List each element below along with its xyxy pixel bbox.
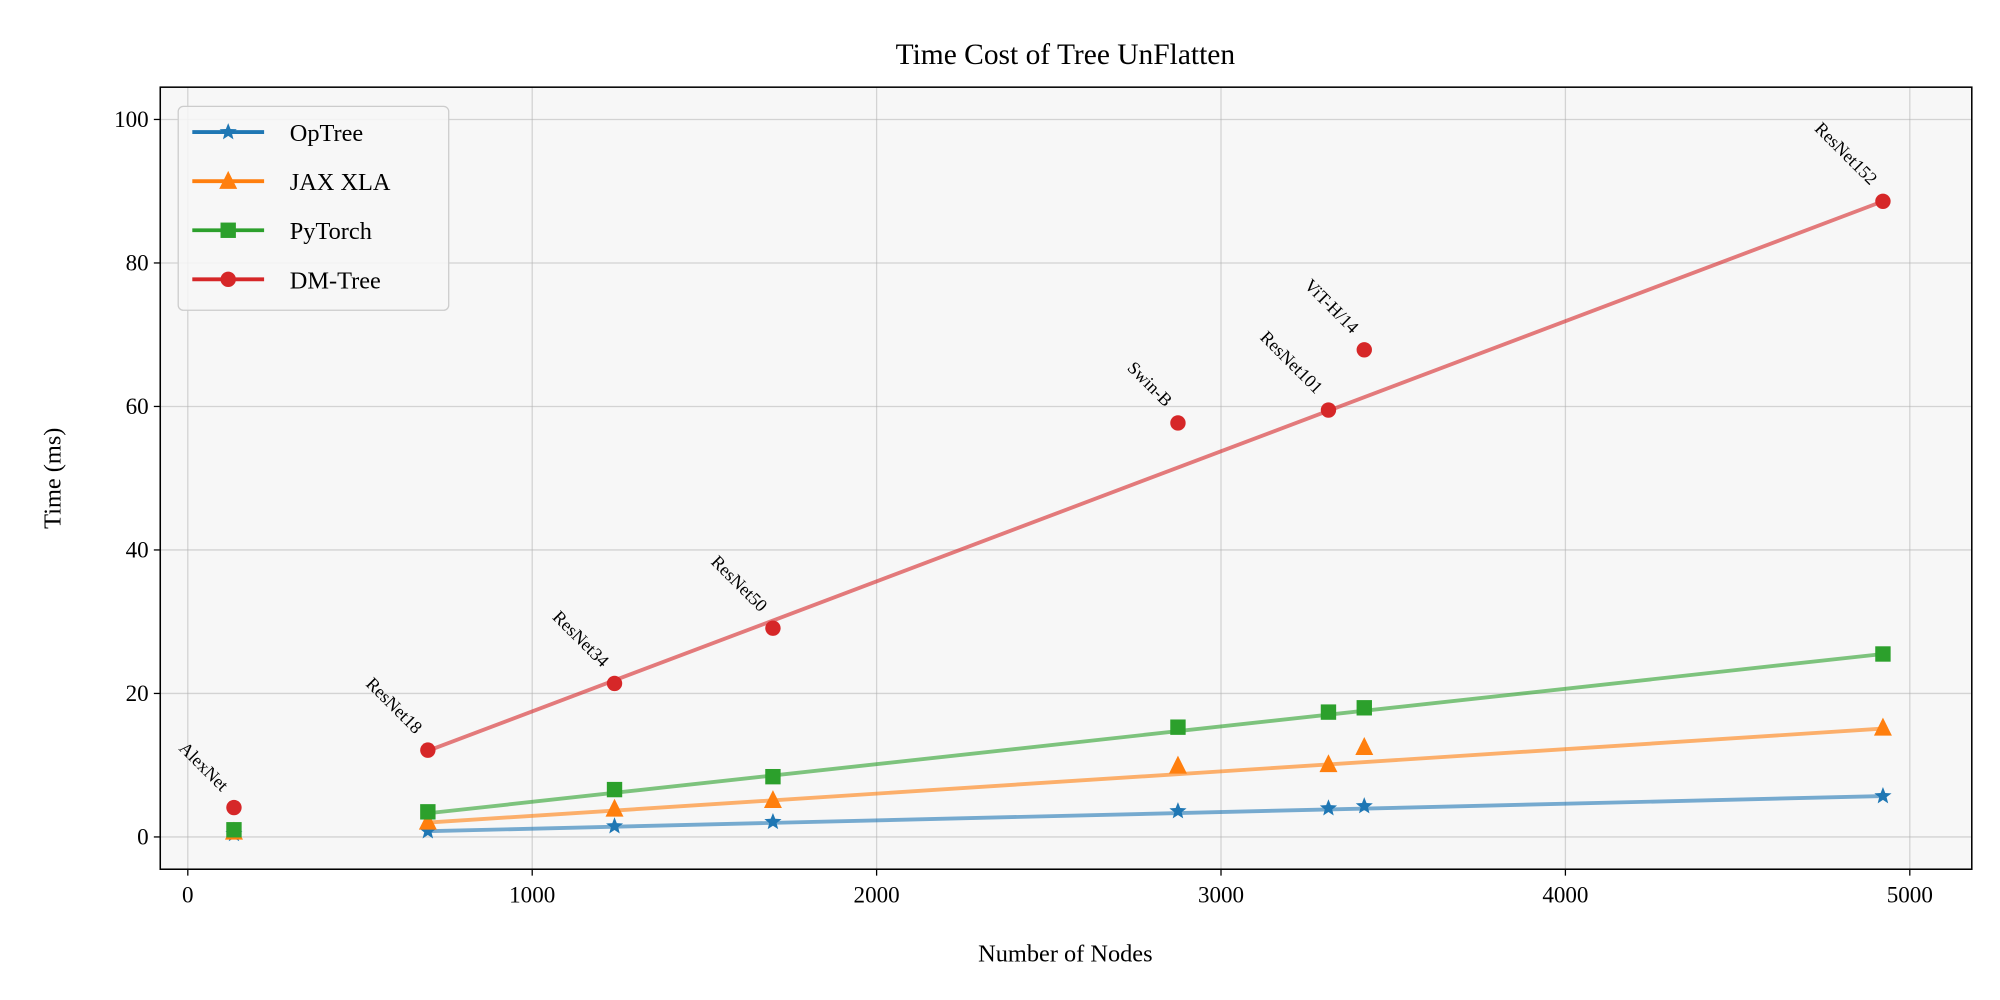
marker-optree — [419, 822, 437, 839]
marker-pytorch — [226, 822, 242, 838]
y-tick-label: 0 — [137, 824, 149, 850]
marker-pytorch — [1875, 646, 1891, 662]
marker-jax-xla — [418, 811, 437, 830]
marker-dm-tree — [1875, 193, 1891, 209]
trend-lines — [427, 199, 1884, 834]
marker-optree — [606, 817, 624, 834]
marker-dm-tree — [420, 742, 436, 758]
trend-line-jax-xla — [427, 726, 1884, 825]
marker-jax-xla — [763, 790, 782, 809]
data-markers — [224, 193, 1892, 842]
marker-pytorch — [606, 781, 623, 798]
axis-ticks: 0 1000 2000 3000 4000 5000 0 20 40 60 80 100 — [114, 106, 1933, 907]
trend-line-optree — [427, 794, 1883, 834]
y-tick-label: 100 — [114, 106, 149, 132]
y-tick-label: 80 — [126, 250, 149, 276]
marker-jax-xla — [1319, 754, 1338, 773]
marker-pytorch — [1356, 700, 1372, 716]
trend-line-pytorch — [427, 652, 1884, 816]
marker-optree — [1169, 802, 1187, 819]
marker-pytorch — [765, 768, 781, 785]
grid — [160, 87, 1972, 870]
legend-label-dm-tree: DM-Tree — [290, 267, 381, 294]
x-axis-label: Number of Nodes — [978, 941, 1152, 968]
marker-dm-tree — [1356, 342, 1372, 358]
marker-dm-tree — [765, 620, 781, 636]
legend: OpTree JAX XLA PyTorch DM-Tree — [177, 105, 450, 311]
x-tick-label: 5000 — [1887, 882, 1933, 908]
trend-line-dm-tree — [427, 199, 1884, 753]
marker-dm-tree — [606, 675, 623, 692]
marker-pytorch — [1170, 719, 1186, 735]
y-axis-label: Time (ms) — [39, 428, 66, 529]
x-tick-label: 4000 — [1542, 882, 1588, 908]
chart-title: Time Cost of Tree UnFlatten — [896, 39, 1236, 71]
legend-marker-dm-tree — [220, 271, 236, 288]
plot-frame — [159, 86, 1973, 870]
marker-jax-xla — [605, 798, 624, 817]
marker-dm-tree — [1170, 415, 1186, 431]
x-tick-label: 0 — [182, 882, 194, 908]
x-tick-label: 1000 — [509, 882, 555, 908]
y-tick-label: 60 — [126, 393, 149, 419]
y-tick-label: 40 — [126, 537, 149, 563]
marker-jax-xla — [1355, 737, 1374, 755]
legend-label-optree: OpTree — [290, 120, 363, 147]
x-tick-label: 3000 — [1198, 882, 1244, 908]
marker-pytorch — [420, 804, 436, 820]
legend-marker-jax-xla — [219, 170, 238, 189]
marker-optree — [1355, 797, 1373, 814]
marker-jax-xla — [1168, 755, 1187, 774]
marker-dm-tree — [226, 799, 242, 816]
marker-optree — [764, 812, 782, 830]
legend-label-jax-xla: JAX XLA — [290, 169, 391, 196]
marker-optree — [1319, 799, 1338, 816]
x-tick-label: 2000 — [854, 882, 900, 908]
marker-dm-tree — [1320, 402, 1337, 418]
marker-pytorch — [1320, 704, 1337, 720]
marker-optree — [1874, 787, 1892, 804]
legend-box — [177, 105, 450, 311]
legend-marker-optree — [219, 123, 237, 140]
legend-label-pytorch: PyTorch — [290, 218, 372, 245]
legend-marker-pytorch — [220, 222, 236, 238]
y-tick-label: 20 — [126, 680, 149, 706]
marker-jax-xla — [1873, 717, 1892, 736]
